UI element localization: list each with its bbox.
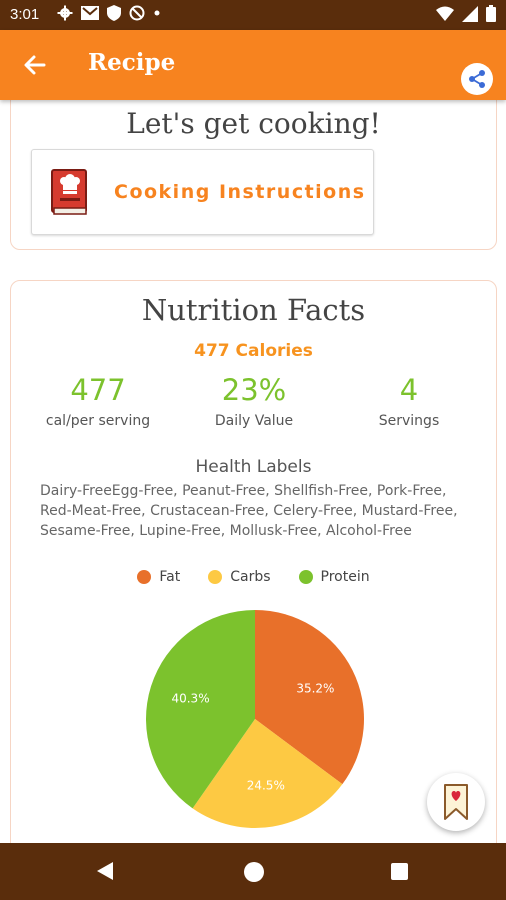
- pie-slice-protein[interactable]: [146, 610, 255, 809]
- legend-swatch: [137, 570, 152, 584]
- legend-swatch: [208, 570, 223, 584]
- status-icons-right: [436, 5, 496, 22]
- legend-swatch: [298, 570, 313, 584]
- pie-chart: 35.2% 24.5% 40.3%: [146, 610, 364, 828]
- signal-icon: [462, 5, 478, 22]
- gmail-icon: [81, 6, 99, 20]
- cooking-heading: Let's get cooking!: [126, 107, 381, 140]
- back-button[interactable]: [20, 50, 50, 80]
- block-icon: [129, 5, 145, 21]
- stat-servings: 4 Servings: [329, 373, 489, 429]
- pie-slice-fat[interactable]: [255, 610, 364, 785]
- share-button[interactable]: [461, 63, 493, 95]
- legend-label: Fat: [159, 569, 181, 585]
- bookmark-heart-icon: [444, 784, 468, 820]
- back-triangle-icon[interactable]: [96, 861, 114, 881]
- pie-label-carbs: 24.5%: [247, 779, 285, 793]
- stat-label: cal/per serving: [45, 413, 151, 429]
- favorite-bookmark-button[interactable]: [427, 773, 485, 831]
- wifi-icon: [436, 6, 454, 21]
- stat-value: 477: [70, 373, 126, 407]
- stat-value: 4: [399, 373, 419, 407]
- shield-icon: [107, 5, 121, 21]
- pie-label-fat: 35.2%: [296, 682, 334, 696]
- recents-square-icon[interactable]: [391, 863, 408, 880]
- stat-label: Daily Value: [214, 413, 294, 429]
- battery-icon: [486, 5, 496, 22]
- nutrition-title: Nutrition Facts: [141, 293, 366, 327]
- stat-calories: 477 cal/per serving: [18, 373, 178, 429]
- nutrition-card: Nutrition Facts 477 Calories 477 cal/per…: [10, 280, 497, 880]
- stat-label: Servings: [378, 413, 440, 429]
- pie-slice-carbs[interactable]: [192, 719, 343, 828]
- app-bar: Recipe: [0, 30, 506, 100]
- cooking-instructions-button[interactable]: Cooking Instructions: [31, 149, 374, 235]
- share-icon: [469, 70, 485, 88]
- legend-label: Carbs: [230, 569, 271, 585]
- status-icons-left: [57, 5, 161, 21]
- cooking-instructions-label: Cooking Instructions: [114, 181, 366, 203]
- stat-daily-value: 23% Daily Value: [174, 373, 334, 429]
- gear-icon: [57, 5, 73, 21]
- page-title: Recipe: [88, 49, 176, 76]
- calories-headline: 477 Calories: [194, 341, 313, 361]
- dot-icon: [154, 10, 160, 16]
- status-bar: 3:01: [0, 0, 506, 30]
- cookbook-icon: [51, 169, 87, 215]
- home-circle-icon[interactable]: [244, 862, 264, 882]
- legend-label: Protein: [320, 569, 370, 585]
- system-nav-bar: [0, 843, 506, 900]
- legend-item-carbs[interactable]: Carbs: [208, 569, 271, 585]
- chart-legend: Fat Carbs Protein: [11, 569, 496, 585]
- pie-chart-container: 35.2% 24.5% 40.3%: [145, 609, 365, 829]
- pie-label-protein: 40.3%: [171, 692, 209, 706]
- cooking-card: Let's get cooking! Cooking Instructions: [10, 90, 497, 250]
- health-labels-text: Dairy-FreeEgg-Free, Peanut-Free, Shellfi…: [40, 483, 458, 539]
- stat-value: 23%: [221, 373, 287, 407]
- arrow-left-icon: [24, 55, 46, 75]
- legend-item-protein[interactable]: Protein: [298, 569, 370, 585]
- status-time: 3:01: [10, 6, 40, 23]
- health-labels-heading: Health Labels: [195, 457, 312, 477]
- legend-item-fat[interactable]: Fat: [137, 569, 180, 585]
